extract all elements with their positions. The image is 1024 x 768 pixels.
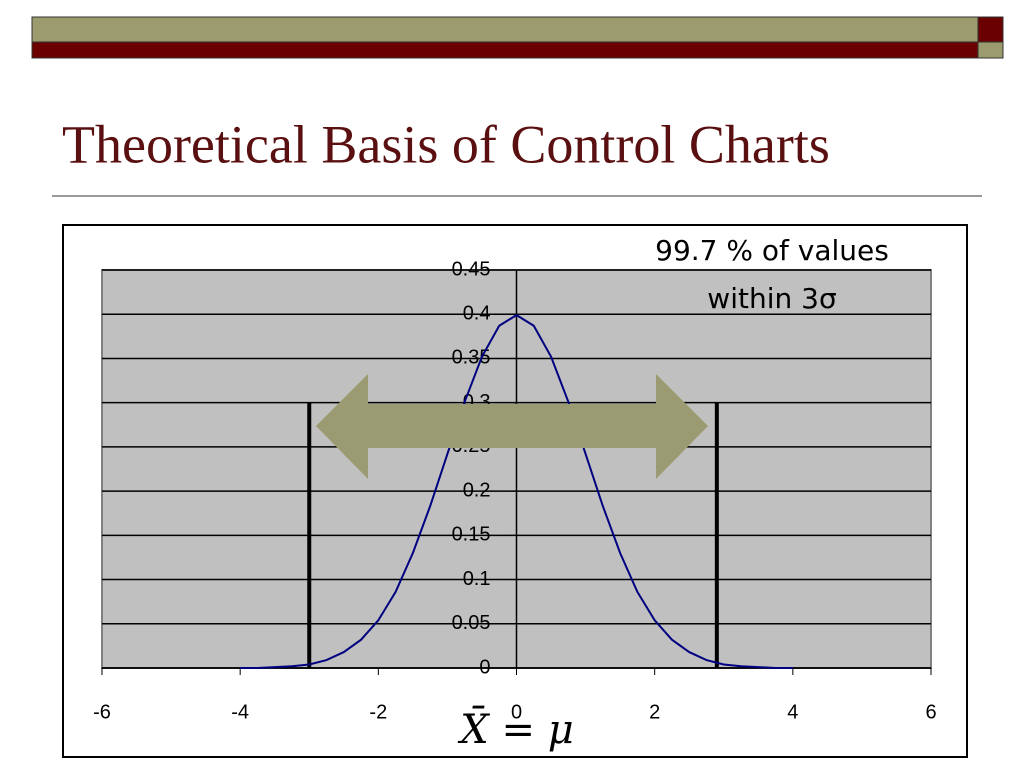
x-tick-label: 6 — [925, 701, 936, 723]
y-tick-label: 0.2 — [463, 479, 491, 501]
slide-title: Theoretical Basis of Control Charts — [62, 114, 830, 174]
y-tick-label: 0.05 — [452, 612, 491, 634]
y-tick-label: 0.35 — [452, 347, 491, 369]
curve — [240, 313, 793, 669]
y-tick-label: 0.45 — [452, 258, 491, 280]
y-tick-label: 0.4 — [463, 303, 491, 325]
x-tick-label: 2 — [649, 701, 660, 723]
formula: X̄ = μ — [457, 706, 573, 753]
top-bar — [31, 41, 979, 59]
corner-square — [977, 41, 1004, 59]
x-tick-label: 0 — [511, 701, 522, 723]
y-tick-label: 0.15 — [452, 524, 491, 546]
corner-square — [977, 16, 1004, 43]
double-arrow — [316, 374, 708, 479]
x-tick-label: 4 — [787, 701, 798, 723]
x-tick-label: -2 — [369, 701, 387, 723]
x-tick-label: -6 — [93, 701, 111, 723]
x-tick-label: -4 — [231, 701, 249, 723]
top-bar — [31, 16, 979, 43]
annotation: 99.7 % of values — [655, 234, 889, 267]
annotation: within 3σ — [707, 282, 836, 315]
y-tick-label: 0.1 — [463, 568, 491, 590]
